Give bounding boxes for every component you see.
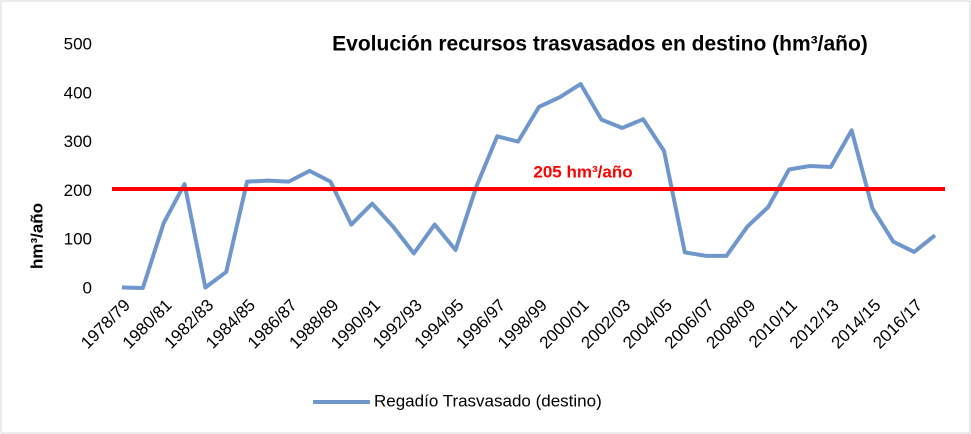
y-tick-label: 200 [64,181,92,200]
y-tick-label: 100 [64,230,92,249]
legend-label: Regadío Trasvasado (destino) [374,391,602,410]
data-line [121,82,937,291]
y-tick-label: 0 [83,278,92,297]
y-axis-label: hm³/año [27,203,46,269]
y-tick-label: 400 [64,83,92,102]
y-tick-label: 500 [64,34,92,53]
chart-title: Evolución recursos trasvasados en destin… [332,33,868,56]
reference-label: 205 hm³/año [533,162,632,181]
y-tick-label: 300 [64,132,92,151]
